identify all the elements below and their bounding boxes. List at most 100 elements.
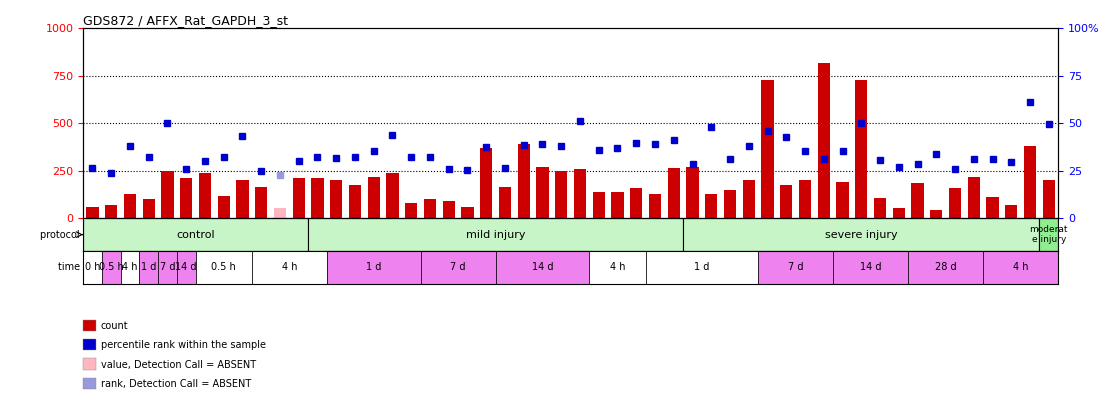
Text: 7 d: 7 d (788, 262, 803, 272)
Bar (495, 251, 589, 284)
Text: value, Detection Call = ABSENT: value, Detection Call = ABSENT (101, 360, 256, 370)
Bar (649, 194, 661, 218)
Bar (630, 188, 643, 218)
Bar (536, 167, 548, 218)
Bar (1039, 218, 1058, 251)
Bar (986, 198, 998, 218)
Bar (705, 194, 717, 218)
Bar (102, 251, 121, 284)
Bar (181, 179, 193, 218)
Bar (909, 251, 983, 284)
Text: 28 d: 28 d (935, 262, 956, 272)
Bar (349, 185, 361, 218)
Text: 7 d: 7 d (160, 262, 175, 272)
Bar (1024, 146, 1036, 218)
Bar (855, 80, 868, 218)
Bar (1043, 180, 1055, 218)
Bar (589, 251, 646, 284)
Bar (612, 192, 624, 218)
Text: 0 h: 0 h (84, 262, 100, 272)
Text: GDS872 / AFFX_Rat_GAPDH_3_st: GDS872 / AFFX_Rat_GAPDH_3_st (83, 14, 288, 27)
Bar (83, 218, 308, 251)
Bar (252, 251, 327, 284)
Bar (742, 180, 755, 218)
Bar (799, 180, 811, 218)
Text: rank, Detection Call = ABSENT: rank, Detection Call = ABSENT (101, 379, 252, 389)
Text: 14 d: 14 d (860, 262, 881, 272)
Bar (893, 208, 905, 218)
Bar (442, 201, 454, 218)
Bar (668, 168, 680, 218)
Bar (196, 251, 252, 284)
Text: severe injury: severe injury (825, 230, 897, 240)
Bar (140, 251, 158, 284)
Text: control: control (176, 230, 215, 240)
Bar (931, 210, 942, 218)
Text: 0.5 h: 0.5 h (212, 262, 236, 272)
Bar (124, 194, 136, 218)
Bar (574, 169, 586, 218)
Bar (236, 180, 248, 218)
Bar (912, 183, 924, 218)
Text: 4 h: 4 h (609, 262, 625, 272)
Bar (368, 177, 380, 218)
Bar (311, 177, 324, 218)
Bar (499, 187, 511, 218)
Bar (83, 251, 102, 284)
Bar (837, 182, 849, 218)
Bar (217, 196, 229, 218)
Text: 0.5 h: 0.5 h (99, 262, 124, 272)
Bar (461, 207, 473, 218)
Bar (105, 205, 117, 218)
Bar (86, 207, 99, 218)
Bar (761, 80, 773, 218)
Text: 1 d: 1 d (366, 262, 381, 272)
Text: count: count (101, 321, 129, 331)
Text: protocol: protocol (40, 230, 83, 240)
Text: time: time (58, 262, 83, 272)
Bar (948, 188, 961, 218)
Text: 4 h: 4 h (1013, 262, 1028, 272)
Bar (1005, 205, 1017, 218)
Bar (833, 251, 909, 284)
Bar (406, 203, 418, 218)
Text: 4 h: 4 h (281, 262, 297, 272)
Bar (330, 180, 342, 218)
Bar (684, 218, 1039, 251)
Bar (555, 171, 567, 218)
Bar (517, 144, 530, 218)
Bar (593, 192, 605, 218)
Bar (646, 251, 758, 284)
Text: 14 d: 14 d (532, 262, 553, 272)
Bar (421, 251, 495, 284)
Bar (724, 190, 736, 218)
Bar (177, 251, 196, 284)
Text: 7 d: 7 d (450, 262, 465, 272)
Bar (274, 208, 286, 218)
Text: 1 d: 1 d (695, 262, 709, 272)
Text: 14 d: 14 d (175, 262, 197, 272)
Bar (687, 167, 699, 218)
Text: 1 d: 1 d (141, 262, 156, 272)
Text: percentile rank within the sample: percentile rank within the sample (101, 341, 266, 350)
Bar (198, 173, 211, 218)
Bar (874, 198, 886, 218)
Bar (424, 199, 437, 218)
Bar (121, 251, 140, 284)
Bar (780, 185, 792, 218)
Bar (818, 62, 830, 218)
Bar (327, 251, 421, 284)
Text: 4 h: 4 h (122, 262, 137, 272)
Bar (293, 179, 305, 218)
Bar (758, 251, 833, 284)
Bar (480, 148, 492, 218)
Bar (255, 187, 267, 218)
Bar (158, 251, 177, 284)
Bar (162, 171, 174, 218)
Bar (143, 199, 155, 218)
Bar (967, 177, 979, 218)
Bar (308, 218, 684, 251)
Text: moderat
e injury: moderat e injury (1029, 225, 1068, 244)
Text: mild injury: mild injury (465, 230, 525, 240)
Bar (387, 173, 399, 218)
